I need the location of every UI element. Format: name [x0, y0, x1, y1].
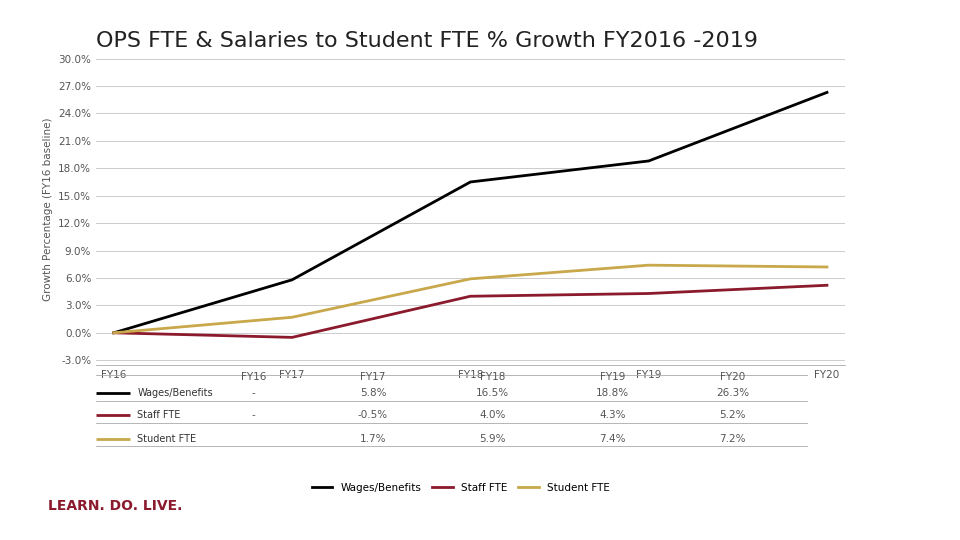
- Text: FY16: FY16: [241, 372, 266, 382]
- Text: -: -: [252, 410, 255, 421]
- Text: -0.5%: -0.5%: [358, 410, 388, 421]
- Legend: Wages/Benefits, Staff FTE, Student FTE: Wages/Benefits, Staff FTE, Student FTE: [307, 478, 614, 497]
- Text: Student FTE: Student FTE: [137, 434, 196, 443]
- Text: FY20: FY20: [720, 372, 745, 382]
- Text: 18.8%: 18.8%: [596, 388, 629, 398]
- Text: Staff FTE: Staff FTE: [137, 410, 180, 421]
- Text: 7.2%: 7.2%: [719, 434, 746, 443]
- Text: 5.8%: 5.8%: [360, 388, 386, 398]
- Text: FY18: FY18: [480, 372, 506, 382]
- Text: 5.2%: 5.2%: [719, 410, 746, 421]
- Y-axis label: Growth Percentage (FY16 baseline): Growth Percentage (FY16 baseline): [42, 118, 53, 301]
- Text: 5.9%: 5.9%: [480, 434, 506, 443]
- Text: 16.5%: 16.5%: [476, 388, 510, 398]
- Text: 4.0%: 4.0%: [480, 410, 506, 421]
- Text: FY17: FY17: [360, 372, 386, 382]
- Text: 26.3%: 26.3%: [716, 388, 749, 398]
- Text: FY19: FY19: [600, 372, 625, 382]
- Text: 7.4%: 7.4%: [599, 434, 626, 443]
- Text: Wages/Benefits: Wages/Benefits: [137, 388, 213, 398]
- Text: OPS FTE & Salaries to Student FTE % Growth FY2016 -2019: OPS FTE & Salaries to Student FTE % Grow…: [96, 31, 758, 51]
- Text: 1.7%: 1.7%: [360, 434, 386, 443]
- Text: LEARN. DO. LIVE.: LEARN. DO. LIVE.: [48, 499, 182, 513]
- Text: -: -: [252, 388, 255, 398]
- Text: 4.3%: 4.3%: [599, 410, 626, 421]
